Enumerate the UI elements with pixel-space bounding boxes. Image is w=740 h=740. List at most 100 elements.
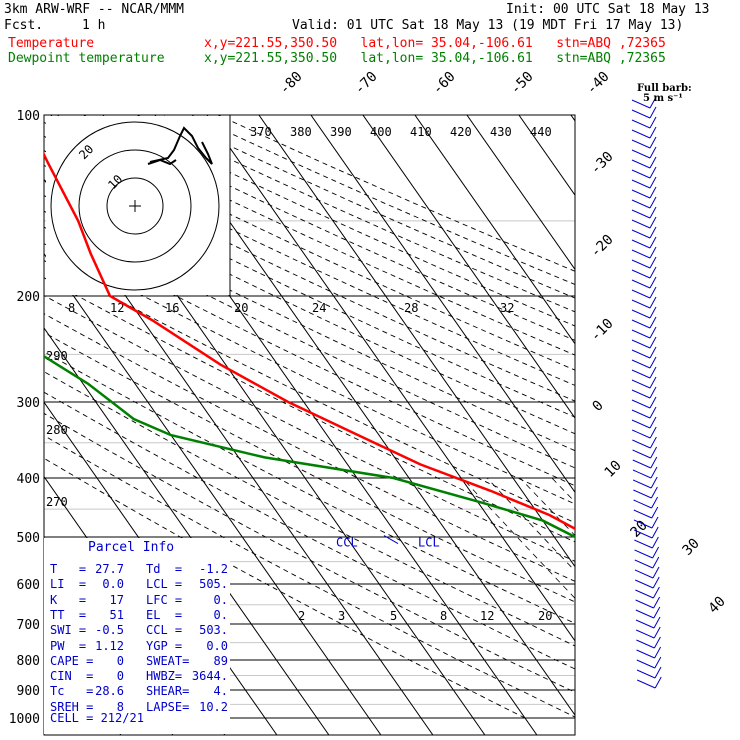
wind-barb-flag	[649, 216, 657, 229]
wind-barb-staff	[636, 679, 656, 689]
wind-barb-staff	[631, 119, 651, 129]
pressure-label-900: 900	[17, 684, 40, 699]
parcel-key: K =	[50, 592, 87, 607]
isotherm	[414, 115, 575, 345]
temperature-location: x,y=221.55,350.50 lat,lon= 35.04,-106.61…	[204, 36, 666, 51]
wind-barb-flag	[649, 416, 657, 429]
wind-barb-flag	[653, 606, 661, 619]
wind-barb-flag	[651, 516, 659, 529]
wind-barb-staff	[631, 399, 651, 409]
wind-barb-staff	[631, 179, 651, 189]
skew-temp-label: -60	[430, 69, 459, 98]
wind-barb-flag	[652, 576, 660, 589]
isotherm	[362, 115, 575, 419]
dry-adiabat	[44, 412, 575, 693]
wind-barb-staff	[632, 439, 651, 449]
wind-barb-staff	[631, 239, 651, 249]
skew-temp-label: -80	[277, 69, 306, 98]
wind-barb-flag	[649, 296, 657, 309]
wind-barb-flag	[654, 646, 662, 659]
wind-barb-staff	[631, 359, 651, 369]
dry-adiabat	[217, 115, 575, 272]
pressure-label-700: 700	[17, 618, 40, 633]
wind-barb-staff	[635, 589, 654, 599]
wind-barb-staff	[636, 659, 656, 669]
theta-e-label: 280	[46, 423, 68, 437]
wind-barb-flag	[650, 486, 658, 499]
dry-adiabat	[56, 115, 575, 356]
wind-barb-staff	[631, 369, 651, 379]
wind-barb-staff	[631, 319, 651, 329]
skew-temp-label: 0	[590, 398, 607, 415]
lcl-marker: LCL	[418, 536, 440, 550]
dewpoint-location: x,y=221.55,350.50 lat,lon= 35.04,-106.61…	[204, 51, 666, 66]
parcel-key: SREH =	[50, 699, 94, 714]
theta-label: 410	[410, 125, 432, 139]
parcel-key: LI =	[50, 577, 87, 592]
wind-barb-flag	[649, 226, 657, 239]
wind-barb-flag	[653, 616, 661, 629]
isotherm	[518, 115, 575, 197]
wind-barb-flag	[649, 366, 657, 379]
model-title: 3km ARW-WRF -- NCAR/MMM	[4, 2, 185, 17]
forecast-hour: 1 h	[82, 18, 106, 33]
wind-barb-flag	[649, 166, 657, 179]
parcel-key: LAPSE=	[146, 699, 190, 714]
parcel-key: SHEAR=	[146, 684, 190, 699]
wind-barb-staff	[631, 309, 651, 319]
parcel-value: 505.	[199, 577, 228, 592]
isotherm	[310, 115, 575, 494]
wind-barb-flag	[651, 506, 659, 519]
wind-barb-flag	[651, 496, 659, 509]
wind-barb-staff	[631, 349, 651, 359]
theta-label: 380	[290, 125, 312, 139]
wind-barb-staff	[635, 619, 655, 629]
parcel-value: 28.6	[95, 684, 124, 699]
wind-barb-flag	[649, 336, 657, 349]
parcel-key: CAPE =	[50, 653, 94, 668]
wind-barb-flag	[651, 536, 659, 549]
parcel-key: TT =	[50, 607, 87, 622]
wind-barb-flag	[649, 396, 657, 409]
wind-speed-label: 24	[312, 301, 326, 315]
skew-temp-label: 40	[706, 594, 729, 617]
wind-barb-flag	[650, 446, 658, 459]
wind-barb-flag	[649, 356, 657, 369]
skew-temp-label: 20	[628, 518, 651, 541]
wind-barb-staff	[631, 209, 651, 219]
parcel-value: 51	[109, 607, 124, 622]
hodograph-ring	[78, 149, 192, 263]
dewpoint-legend: Dewpoint temperature	[8, 51, 165, 66]
wind-barb-flag	[653, 626, 661, 639]
wind-barb-staff	[631, 339, 651, 349]
wind-barb-staff	[634, 539, 653, 549]
wind-barb-staff	[631, 389, 651, 399]
cell-motion: CELL = 212/21	[50, 711, 144, 725]
wind-barb-staff	[631, 199, 651, 209]
skew-temp-label: -20	[588, 232, 617, 261]
isotherm	[258, 115, 575, 568]
pressure-label-300: 300	[17, 396, 40, 411]
wind-barb-staff	[631, 139, 651, 149]
parcel-value: 0.	[213, 592, 228, 607]
skew-temp-label: -50	[508, 69, 537, 98]
forecast-label: Fcst.	[4, 18, 44, 33]
temperature-profile	[44, 151, 575, 531]
mixing-ratio-label: 20	[538, 609, 552, 623]
theta-label: 400	[370, 125, 392, 139]
mixing-ratio-label: 3	[338, 609, 345, 623]
wind-barb-staff	[633, 489, 652, 499]
wind-barb-staff	[635, 599, 654, 609]
init-time: Init: 00 UTC Sat 18 May 13	[506, 2, 710, 17]
wind-barb-staff	[631, 99, 651, 109]
dry-adiabat	[44, 210, 575, 469]
wind-barb-staff	[632, 469, 652, 479]
lcl-tick	[383, 535, 399, 544]
theta-e-label: 270	[46, 495, 68, 509]
wind-barb-flag	[650, 456, 658, 469]
mixing-ratio-label: 2	[298, 609, 305, 623]
theta-label: 440	[530, 125, 552, 139]
wind-barb-staff	[631, 379, 651, 389]
wind-barb-flag	[650, 466, 658, 479]
parcel-value: -0.5	[95, 623, 124, 638]
